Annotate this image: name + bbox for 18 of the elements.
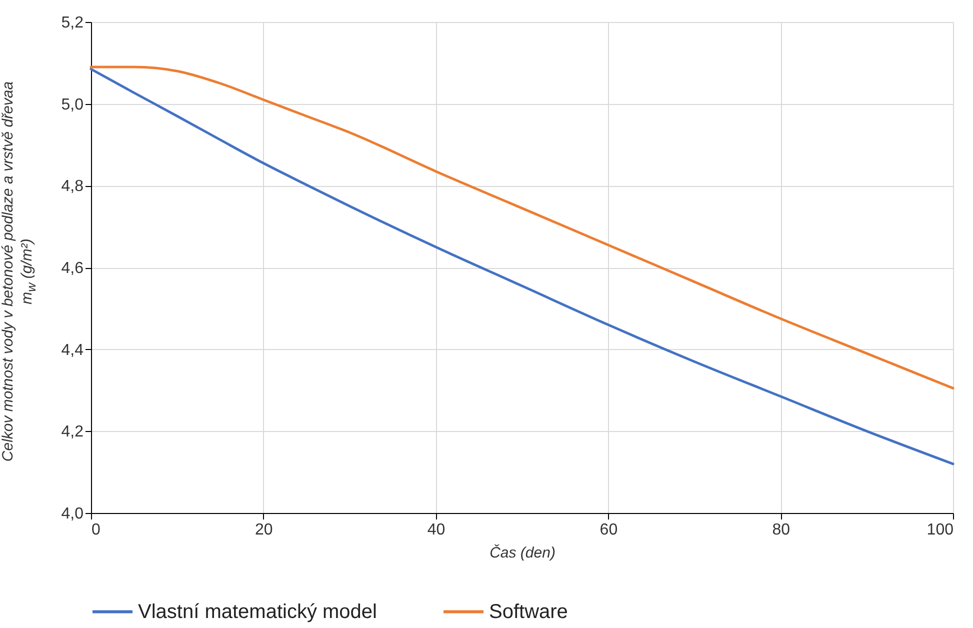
x-tick-label: 20 [255, 522, 273, 538]
x-tick-label: 0 [92, 522, 100, 538]
y-tick-label: 5,0 [61, 96, 84, 114]
y-tick-label: 4,0 [61, 506, 84, 522]
x-axis-title: Čas (den) [490, 544, 556, 562]
y-tick-label: 4,2 [61, 424, 84, 441]
x-tick-label: 80 [772, 522, 790, 538]
legend-label: Vlastní matematický model [138, 600, 377, 623]
x-tick-label: 60 [600, 522, 618, 538]
legend-label: Software [489, 600, 568, 623]
x-tick-label: 100 [926, 522, 954, 538]
y-tick-label: 5,2 [61, 14, 84, 32]
y-tick-label: 4,4 [61, 342, 84, 359]
y-tick-label: 4,6 [61, 260, 84, 277]
x-tick-label: 40 [427, 522, 446, 538]
y-tick-label: 4,8 [61, 178, 84, 196]
line-series [90, 68, 954, 466]
line-series [90, 66, 954, 390]
